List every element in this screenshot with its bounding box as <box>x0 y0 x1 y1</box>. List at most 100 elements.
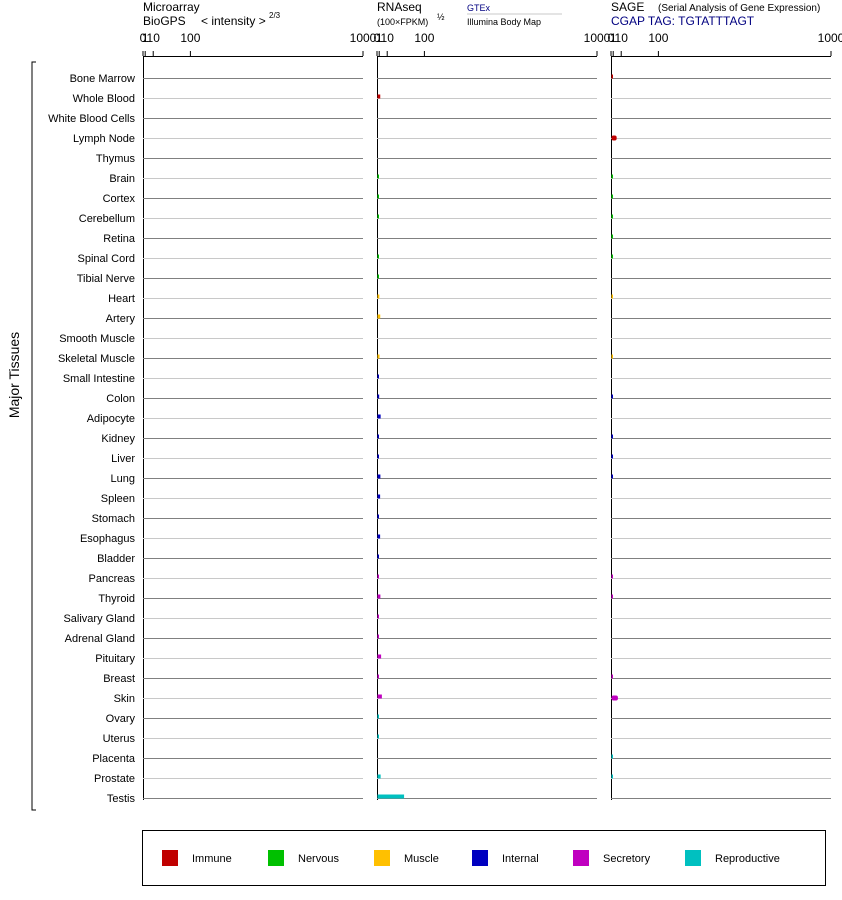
tissue-label: Retina <box>103 233 136 245</box>
bar-rnaseq-cortex <box>377 194 379 199</box>
tissue-label: Thymus <box>96 153 136 165</box>
bar-sage-cortex <box>611 194 613 199</box>
legend-label: Reproductive <box>715 853 780 865</box>
bar-rnaseq-lung <box>377 474 381 479</box>
tissue-label: Esophagus <box>80 533 136 545</box>
bar-rnaseq-skeletal-muscle <box>377 354 380 359</box>
rnaseq-title: RNAseq <box>377 0 422 14</box>
bar-sage-retina <box>611 234 613 239</box>
bar-rnaseq-heart <box>377 294 380 299</box>
bar-rnaseq-stomach <box>377 514 379 519</box>
bar-sage-skeletal-muscle <box>611 354 613 359</box>
tissue-label: Bladder <box>97 553 135 565</box>
tissue-label: Uterus <box>103 733 136 745</box>
x-tick-label: 1 <box>610 31 617 45</box>
illumina-body-map-link[interactable]: Illumina Body Map <box>467 17 541 27</box>
x-tick-label: 1000 <box>350 31 377 45</box>
bar-sage-prostate <box>611 774 613 779</box>
tissue-label: Whole Blood <box>73 93 135 105</box>
bar-sage-kidney <box>611 434 613 439</box>
bar-rnaseq-cerebellum <box>377 214 379 219</box>
legend-swatch <box>685 850 701 866</box>
sage-title: SAGE <box>611 0 644 14</box>
bar-rnaseq-spleen <box>377 494 381 499</box>
bar-rnaseq-brain <box>377 174 379 179</box>
legend-label: Internal <box>502 853 539 865</box>
bar-rnaseq-kidney <box>377 434 379 439</box>
bar-rnaseq-spinal-cord <box>377 254 379 259</box>
x-tick-label: 0 <box>608 31 615 45</box>
legend-swatch <box>268 850 284 866</box>
bar-sage-spinal-cord <box>611 254 613 259</box>
tissue-label: Adrenal Gland <box>65 633 135 645</box>
legend-swatch <box>573 850 589 866</box>
bar-rnaseq-esophagus <box>377 534 381 539</box>
tissue-label: Spinal Cord <box>78 253 135 265</box>
bar-sage-lung <box>611 474 613 479</box>
legend-item-reproductive: Reproductive <box>685 850 780 866</box>
bar-rnaseq-bladder <box>377 554 379 559</box>
legend-item-internal: Internal <box>472 850 539 866</box>
bar-rnaseq-pancreas <box>377 574 379 579</box>
x-tick-label: 10 <box>381 31 395 45</box>
bar-sage-liver <box>611 454 613 459</box>
x-tick-label: 100 <box>414 31 434 45</box>
tissue-label: Brain <box>109 173 135 185</box>
legend-swatch <box>374 850 390 866</box>
tissue-label: Artery <box>106 313 136 325</box>
bar-sage-thyroid <box>611 594 613 599</box>
tissue-label: Colon <box>106 393 135 405</box>
bar-sage-brain <box>611 174 613 179</box>
bar-rnaseq-uterus <box>377 734 379 739</box>
tissue-label: Cortex <box>103 193 136 205</box>
x-tick-label: 1000 <box>818 31 842 45</box>
tissue-label: Placenta <box>92 753 136 765</box>
bar-rnaseq-breast <box>377 674 379 679</box>
legend-item-secretory: Secretory <box>573 850 651 866</box>
tissue-label: Liver <box>111 453 135 465</box>
tissue-label: Skeletal Muscle <box>58 353 135 365</box>
legend-label: Immune <box>192 853 232 865</box>
legend-label: Secretory <box>603 853 651 865</box>
gtex-link[interactable]: GTEx <box>467 3 491 13</box>
bar-rnaseq-tibial-nerve <box>377 274 379 279</box>
legend-label: Nervous <box>298 853 339 865</box>
tissue-label: Spleen <box>101 493 135 505</box>
bar-rnaseq-testis <box>377 794 405 799</box>
tissue-label: Kidney <box>101 433 135 445</box>
bar-rnaseq-thyroid <box>377 594 381 599</box>
tissue-label: Testis <box>107 793 136 805</box>
legend-label: Muscle <box>404 853 439 865</box>
tissue-label: Stomach <box>92 513 135 525</box>
bar-rnaseq-salivary-gland <box>377 614 379 619</box>
tissue-label: Lymph Node <box>73 133 135 145</box>
bar-sage-lymph-node <box>611 135 617 141</box>
bar-sage-skin <box>611 695 618 701</box>
legend-item-nervous: Nervous <box>268 850 339 866</box>
rnaseq-unit: (100×FPKM) <box>377 17 428 27</box>
bar-rnaseq-skin <box>377 694 382 699</box>
sage-subtitle: (Serial Analysis of Gene Expression) <box>658 3 820 14</box>
microarray-exponent: 2/3 <box>269 11 281 20</box>
bar-sage-colon <box>611 394 613 399</box>
bar-rnaseq-adrenal-gland <box>377 634 379 639</box>
x-tick-label: 0 <box>140 31 147 45</box>
bar-rnaseq-whole-blood <box>377 94 381 99</box>
x-tick-label: 1 <box>142 31 149 45</box>
legend-item-muscle: Muscle <box>374 850 439 866</box>
tissue-label: Smooth Muscle <box>59 333 135 345</box>
bar-sage-pancreas <box>611 574 613 579</box>
tissue-label: Cerebellum <box>79 213 135 225</box>
microarray-subtitle: BioGPS <box>143 14 186 28</box>
y-axis-label: Major Tissues <box>6 332 22 418</box>
bar-rnaseq-ovary <box>377 714 379 719</box>
legend-item-immune: Immune <box>162 850 232 866</box>
sage-tag: CGAP TAG: TGTATTTAGT <box>611 14 755 28</box>
bar-rnaseq-artery <box>377 314 381 319</box>
x-tick-label: 10 <box>147 31 161 45</box>
x-tick-label: 10 <box>615 31 629 45</box>
tissue-label: Small Intestine <box>63 373 135 385</box>
